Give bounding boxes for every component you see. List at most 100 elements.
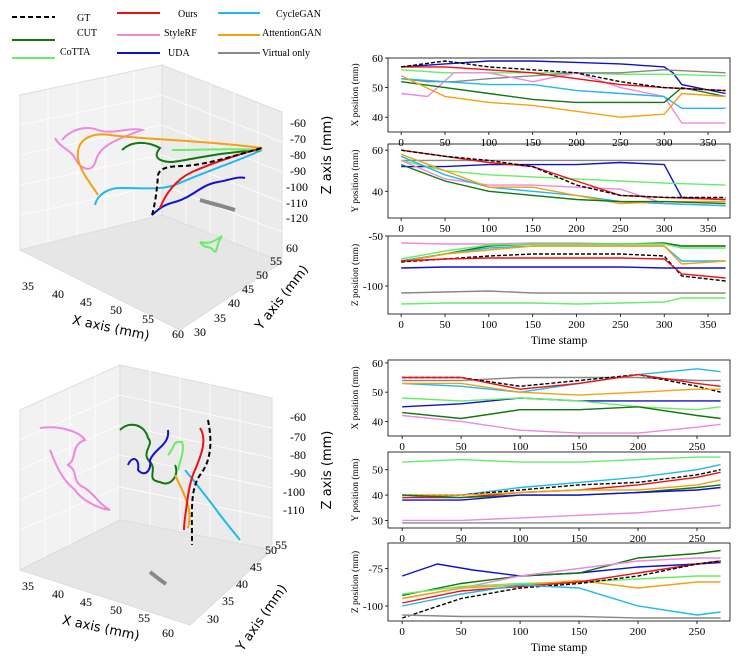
panel-bottom-right-1: 0 50 100 150 200 250 40 50 60 X position (mm) <box>350 358 731 453</box>
legend-label-virtual-only: Virtual only <box>262 48 310 59</box>
legend-label-gt: GT <box>77 13 90 24</box>
panel-bottom-right-2: 0 50 100 150 200 250 30 40 50 Y position (mm) <box>350 451 731 545</box>
y-tick-top-6: 60 <box>286 241 298 255</box>
x-tick-label: 350 <box>700 137 717 149</box>
x-tick-label: 200 <box>630 441 647 453</box>
y-axis-label: Z position (mm) <box>350 551 361 613</box>
x-tick-label: 300 <box>656 223 673 235</box>
traj-attentiongan <box>76 133 263 196</box>
series-gt <box>402 373 721 393</box>
y-axis-label: Z position (mm) <box>350 244 361 306</box>
series-virtual-only <box>401 290 726 294</box>
z-tick-b-1: -70 <box>290 430 306 444</box>
y-tick-top-1: 35 <box>214 311 226 325</box>
legend-entry-ours: Ours <box>117 9 198 20</box>
x-tick-label: 150 <box>571 533 588 545</box>
z-tick-top-2: -80 <box>290 148 306 162</box>
legend-label-uda: UDA <box>168 48 190 59</box>
z-tick-top-1: -70 <box>290 132 306 146</box>
series-uda <box>402 486 721 501</box>
y-tick-label: 40 <box>372 416 384 428</box>
x-tick-label: 0 <box>398 223 404 235</box>
y-tick-label: 40 <box>372 186 384 198</box>
x-tick-label: 50 <box>456 626 468 638</box>
x-tick-top-1: 40 <box>52 287 64 301</box>
series-uda <box>401 60 726 95</box>
x-tick-label: 250 <box>612 319 629 331</box>
y-tick-label: 30 <box>372 515 384 527</box>
y-tick-label: 40 <box>372 490 384 502</box>
z-tick-top-4: -100 <box>286 180 308 194</box>
series-attentiongan <box>402 579 721 600</box>
z-axis-ticks-bottom: -60 -70 -80 -90 -100 -110 <box>283 410 306 517</box>
x-tick-top-3: 50 <box>110 303 122 317</box>
legend-label-cyclegan: CycleGAN <box>276 9 321 20</box>
series-stylerf <box>402 557 721 600</box>
series-gt <box>401 253 726 282</box>
x-tick-b-0: 35 <box>22 579 34 593</box>
traj-cotta <box>199 235 223 253</box>
x-tick-b-3: 50 <box>110 603 122 617</box>
legend-entry-virtual-only: Virtual only <box>218 48 310 59</box>
y-tick-label: 50 <box>372 465 384 477</box>
y-axis-label: X position (mm) <box>350 63 361 126</box>
x-tick-label: 50 <box>456 441 468 453</box>
traj-b-cotta <box>167 440 184 471</box>
x-tick-label: 150 <box>571 626 588 638</box>
z-tick-b-0: -60 <box>290 410 306 424</box>
series-stylerf <box>401 72 726 124</box>
y-tick-label: 50 <box>372 387 384 399</box>
x-tick-top-5: 60 <box>172 327 184 341</box>
x-tick-label: 50 <box>440 223 452 235</box>
axes-frame <box>387 542 731 622</box>
x-axis-label: Time stamp <box>531 333 588 347</box>
traj-b-virtual-only <box>148 570 168 586</box>
y-tick-label: 60 <box>372 358 384 370</box>
y-tick-b-5: 55 <box>275 538 287 552</box>
series-cotta <box>402 397 721 411</box>
z-tick-top-5: -110 <box>286 196 308 210</box>
series-cotta <box>401 297 726 305</box>
trajectories-top <box>54 127 263 253</box>
x-tick-label: 300 <box>656 137 673 149</box>
y-tick-b-0: 30 <box>207 612 219 626</box>
x-tick-b-2: 45 <box>80 595 92 609</box>
axes-frame <box>387 143 731 219</box>
axes-frame <box>387 359 731 437</box>
series-cyclegan <box>400 155 726 207</box>
x-tick-label: 50 <box>440 319 452 331</box>
pane-floor <box>18 214 284 331</box>
series-virtual-only <box>402 376 721 382</box>
x-tick-label: 250 <box>689 626 706 638</box>
y-tick-top-5: 55 <box>270 254 282 268</box>
legend-label-cut: CUT <box>77 28 97 39</box>
series-cotta <box>402 456 721 463</box>
x-tick-label: 0 <box>398 319 404 331</box>
y-tick-label: 50 <box>372 83 384 95</box>
z-tick-top-3: -90 <box>290 164 306 178</box>
traj-gt <box>151 147 263 216</box>
panel-top-right-2: 0 50 100 150 200 250 300 350 40 60 Y position (mm) <box>350 143 731 235</box>
y-axis-label: Y position (mm) <box>350 150 361 213</box>
z-axis-ticks-top: -60 -70 -80 -90 -100 -110 -120 <box>286 116 308 225</box>
plot3d-top: -60 -70 -80 -90 -100 -110 -120 Z axis (m… <box>18 64 335 344</box>
series-attentiongan <box>400 75 726 118</box>
z-tick-b-2: -80 <box>290 448 306 462</box>
y-tick-b-1: 35 <box>222 594 234 608</box>
pane-floor-b <box>18 519 274 626</box>
y-tick-label: -50 <box>368 231 383 243</box>
series-uda <box>401 161 726 201</box>
series-cyclegan <box>402 584 721 616</box>
x-tick-top-4: 55 <box>142 312 154 326</box>
x-axis-label-top: X axis (mm) <box>71 313 151 344</box>
series-attentiongan <box>402 479 721 496</box>
series-ours <box>402 471 721 499</box>
x-axis-label-bottom: X axis (mm) <box>61 613 141 644</box>
x-tick-label: 100 <box>481 137 498 149</box>
z-tick-top-0: -60 <box>290 116 306 130</box>
traj-b-cyclegan <box>184 469 241 541</box>
series-uda <box>402 397 721 408</box>
x-tick-label: 250 <box>612 137 629 149</box>
x-tick-top-2: 45 <box>80 295 92 309</box>
series-cut <box>402 549 721 597</box>
